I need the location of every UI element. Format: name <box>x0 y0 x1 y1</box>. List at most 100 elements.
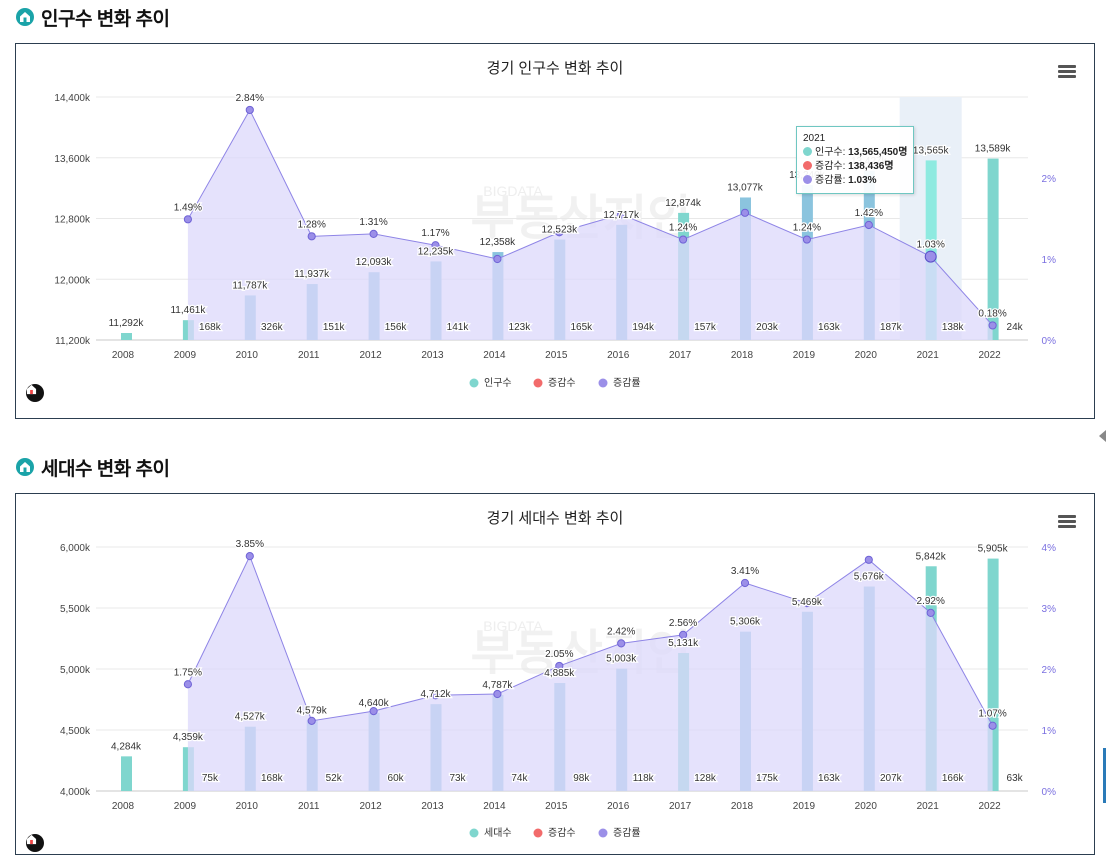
x-tick-label: 2012 <box>359 801 382 812</box>
bar-value-label: 5,469k <box>792 597 823 608</box>
y2-tick-label: 3% <box>1042 604 1057 615</box>
section-title-population: 인구수 변화 추이 <box>16 5 170 30</box>
change-value-label: 163k <box>818 322 841 333</box>
change-value-label: 98k <box>573 773 590 784</box>
collapse-arrow-icon[interactable] <box>1099 430 1106 442</box>
change-value-label: 163k <box>818 773 841 784</box>
rate-value-label: 1.24% <box>793 223 821 234</box>
legend-item: 증감률 <box>613 827 641 839</box>
rate-point <box>740 208 750 217</box>
y2-tick-label: 2% <box>1042 665 1057 676</box>
y-tick-label: 12,800k <box>54 215 91 226</box>
x-tick-label: 2021 <box>917 350 940 361</box>
rate-point <box>183 680 192 689</box>
bar-value-label: 5,905k <box>978 544 1009 555</box>
y-tick-label: 4,000k <box>60 787 91 798</box>
change-value-label: 194k <box>632 322 655 333</box>
tooltip-rate-value: 1.03% <box>848 175 877 186</box>
x-tick-label: 2020 <box>855 350 878 361</box>
rate-point <box>740 578 750 588</box>
y-tick-label: 6,000k <box>60 543 91 554</box>
legend-marker <box>598 378 608 388</box>
y2-tick-label: 1% <box>1042 726 1057 737</box>
chart-title: 경기 세대수 변화 추이 <box>487 510 624 527</box>
bar-value-label: 12,093k <box>356 257 393 268</box>
rate-point <box>864 555 873 564</box>
chart-title: 경기 인구수 변화 추이 <box>487 60 624 77</box>
change-value-label: 165k <box>570 322 593 333</box>
bar-value-label: 13,077k <box>727 182 764 193</box>
rate-point <box>307 232 316 241</box>
tooltip-chg-label: 증감수: <box>815 161 846 172</box>
x-tick-label: 2017 <box>669 350 692 361</box>
rate-point <box>988 721 997 730</box>
bar-value-label: 5,306k <box>730 617 761 628</box>
bar-value-label: 4,640k <box>359 698 390 709</box>
bar <box>121 333 132 340</box>
change-value-label: 118k <box>633 773 655 784</box>
legend-item: 세대수 <box>484 827 512 839</box>
rate-point <box>245 105 254 115</box>
change-value-label: 75k <box>202 773 219 784</box>
rate-point <box>369 229 378 238</box>
x-tick-label: 2011 <box>298 801 320 812</box>
rate-value-label: 3.41% <box>731 566 759 577</box>
bar <box>987 558 999 791</box>
change-value-label: 128k <box>694 773 717 784</box>
rate-area <box>187 109 993 341</box>
rate-value-label: 1.28% <box>298 219 326 230</box>
rate-point <box>924 250 937 263</box>
rate-point <box>555 228 564 237</box>
x-tick-label: 2013 <box>421 801 444 812</box>
legend-marker <box>533 828 543 838</box>
home-icon <box>16 8 34 26</box>
change-value-label: 123k <box>509 322 532 333</box>
x-tick-label: 2013 <box>421 350 444 361</box>
rate-point <box>307 716 316 725</box>
change-value-label: 74k <box>511 773 528 784</box>
legend-item: 증감률 <box>613 377 641 389</box>
bar-value-label: 12,874k <box>665 198 702 209</box>
x-tick-label: 2019 <box>793 801 816 812</box>
bar-value-label: 5,131k <box>668 638 699 649</box>
rate-value-label: 1.07% <box>978 709 1006 720</box>
legend-marker <box>469 828 479 838</box>
legend-marker <box>469 378 479 388</box>
rate-point <box>926 608 935 617</box>
change-value-label: 24k <box>1007 322 1024 333</box>
change-value-label: 207k <box>880 773 903 784</box>
bar-value-label: 12,717k <box>603 210 640 221</box>
x-tick-label: 2022 <box>978 350 1001 361</box>
bar-value-label: 12,358k <box>480 237 517 248</box>
bar-value-label: 11,461k <box>170 305 206 316</box>
watermark-text: BIGDATA <box>483 183 543 199</box>
population-chart: 경기 인구수 변화 추이BIGDATA부동산지인14,400k13,600k12… <box>54 60 1056 389</box>
home-icon <box>16 458 34 476</box>
x-tick-label: 2015 <box>545 801 568 812</box>
tooltip-pop-label: 인구수: <box>815 147 846 158</box>
legend-item: 인구수 <box>484 377 512 389</box>
brand-logo-icon <box>26 384 44 402</box>
change-value-label: 175k <box>756 773 779 784</box>
bar-value-label: 4,712k <box>420 689 451 700</box>
bar-value-label: 11,292k <box>109 318 145 329</box>
scrollbar[interactable] <box>1103 748 1106 803</box>
x-tick-label: 2010 <box>236 350 259 361</box>
x-tick-label: 2008 <box>112 350 135 361</box>
bar <box>925 160 937 340</box>
household-chart: 경기 세대수 변화 추이BIGDATA부동산지인6,000k5,500k5,00… <box>60 510 1057 839</box>
x-tick-label: 2015 <box>545 350 568 361</box>
rate-value-label: 3.85% <box>236 539 264 550</box>
rate-point <box>245 552 254 561</box>
bar-value-label: 4,787k <box>482 680 513 691</box>
y2-tick-label: 4% <box>1042 543 1057 554</box>
legend-item: 증감수 <box>548 827 576 839</box>
rate-point <box>183 215 192 224</box>
x-tick-label: 2012 <box>359 350 382 361</box>
bar <box>987 158 999 340</box>
tooltip-rate-label: 증감률: <box>815 175 846 186</box>
hamburger-menu-icon[interactable] <box>1058 515 1076 529</box>
hamburger-menu-icon[interactable] <box>1058 65 1076 79</box>
bar-value-label: 4,579k <box>297 705 328 716</box>
y2-tick-label: 0% <box>1042 787 1057 798</box>
